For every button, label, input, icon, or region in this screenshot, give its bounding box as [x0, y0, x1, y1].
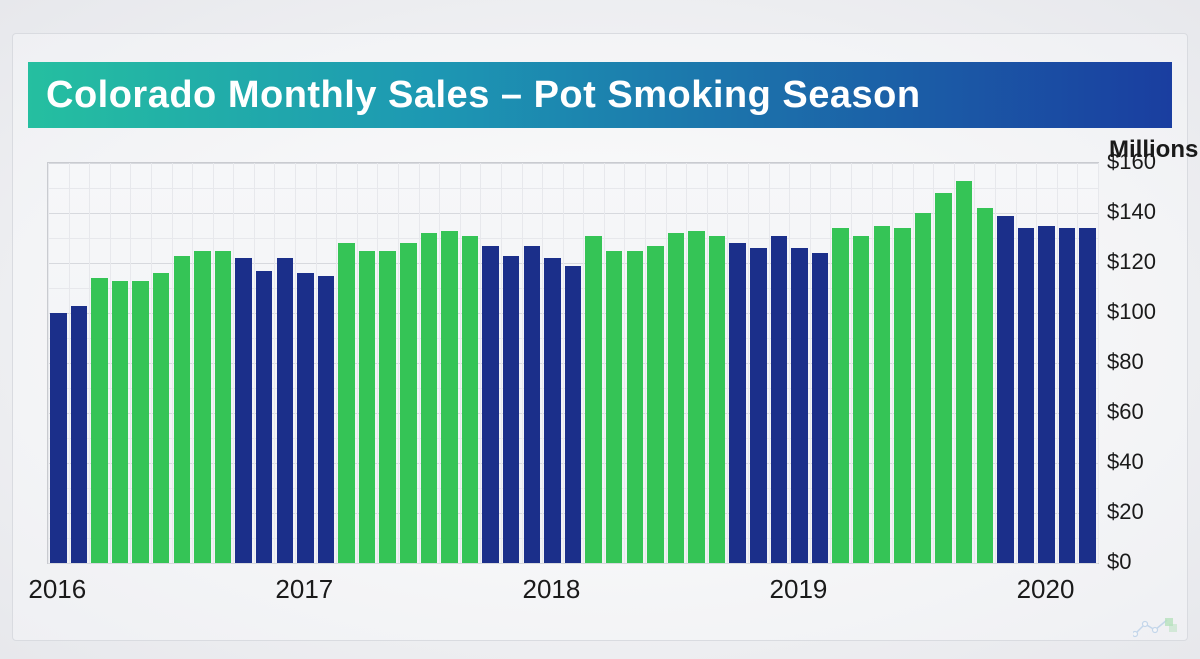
bar: [359, 251, 375, 564]
bar: [544, 258, 560, 563]
bar: [606, 251, 622, 564]
x-axis-labels: 20162017201820192020: [47, 572, 1097, 612]
bar: [894, 228, 910, 563]
bar: [524, 246, 540, 564]
bar: [688, 231, 704, 564]
y-tick-label: $120: [1107, 249, 1156, 275]
y-tick-label: $140: [1107, 199, 1156, 225]
bar: [771, 236, 787, 564]
bar: [565, 266, 581, 564]
bar: [935, 193, 951, 563]
x-tick-label: 2019: [770, 574, 828, 605]
bar: [441, 231, 457, 564]
bar: [256, 271, 272, 564]
bar: [956, 181, 972, 564]
bar: [338, 243, 354, 563]
bar: [647, 246, 663, 564]
bar: [215, 251, 231, 564]
bar: [71, 306, 87, 564]
bar: [915, 213, 931, 563]
bar: [112, 281, 128, 564]
gridline-h: [48, 563, 1098, 564]
bar: [153, 273, 169, 563]
bar: [91, 278, 107, 563]
bar: [791, 248, 807, 563]
bar: [1059, 228, 1075, 563]
y-tick-label: $80: [1107, 349, 1144, 375]
chart-frame: Colorado Monthly Sales – Pot Smoking Sea…: [12, 33, 1188, 641]
bar: [812, 253, 828, 563]
bar: [709, 236, 725, 564]
bar: [1018, 228, 1034, 563]
bar: [462, 236, 478, 564]
bar: [400, 243, 416, 563]
bar: [174, 256, 190, 564]
bar: [235, 258, 251, 563]
bar: [1038, 226, 1054, 564]
bar: [997, 216, 1013, 564]
bar: [482, 246, 498, 564]
bars-layer: [48, 163, 1098, 563]
bar: [421, 233, 437, 563]
bar: [627, 251, 643, 564]
y-tick-label: $0: [1107, 549, 1131, 575]
bar: [832, 228, 848, 563]
bar: [585, 236, 601, 564]
bar: [50, 313, 66, 563]
bar: [379, 251, 395, 564]
bar: [668, 233, 684, 563]
y-tick-label: $60: [1107, 399, 1144, 425]
x-tick-label: 2020: [1017, 574, 1075, 605]
plot-area: [47, 162, 1099, 564]
chart-title: Colorado Monthly Sales – Pot Smoking Sea…: [28, 62, 1172, 128]
x-tick-label: 2018: [522, 574, 580, 605]
y-tick-label: $160: [1107, 149, 1156, 175]
watermark-icon: [1133, 616, 1177, 638]
y-tick-label: $100: [1107, 299, 1156, 325]
bar: [318, 276, 334, 564]
bar: [729, 243, 745, 563]
bar: [874, 226, 890, 564]
x-tick-label: 2016: [28, 574, 86, 605]
x-tick-label: 2017: [275, 574, 333, 605]
bar: [132, 281, 148, 564]
bar: [1079, 228, 1095, 563]
bar: [750, 248, 766, 563]
y-tick-label: $40: [1107, 449, 1144, 475]
bar: [977, 208, 993, 563]
y-axis-labels: $0$20$40$60$80$100$120$140$160: [1107, 162, 1197, 562]
y-tick-label: $20: [1107, 499, 1144, 525]
bar: [297, 273, 313, 563]
bar: [853, 236, 869, 564]
bar: [194, 251, 210, 564]
bar: [503, 256, 519, 564]
gridline-v: [1098, 163, 1099, 563]
bar: [277, 258, 293, 563]
